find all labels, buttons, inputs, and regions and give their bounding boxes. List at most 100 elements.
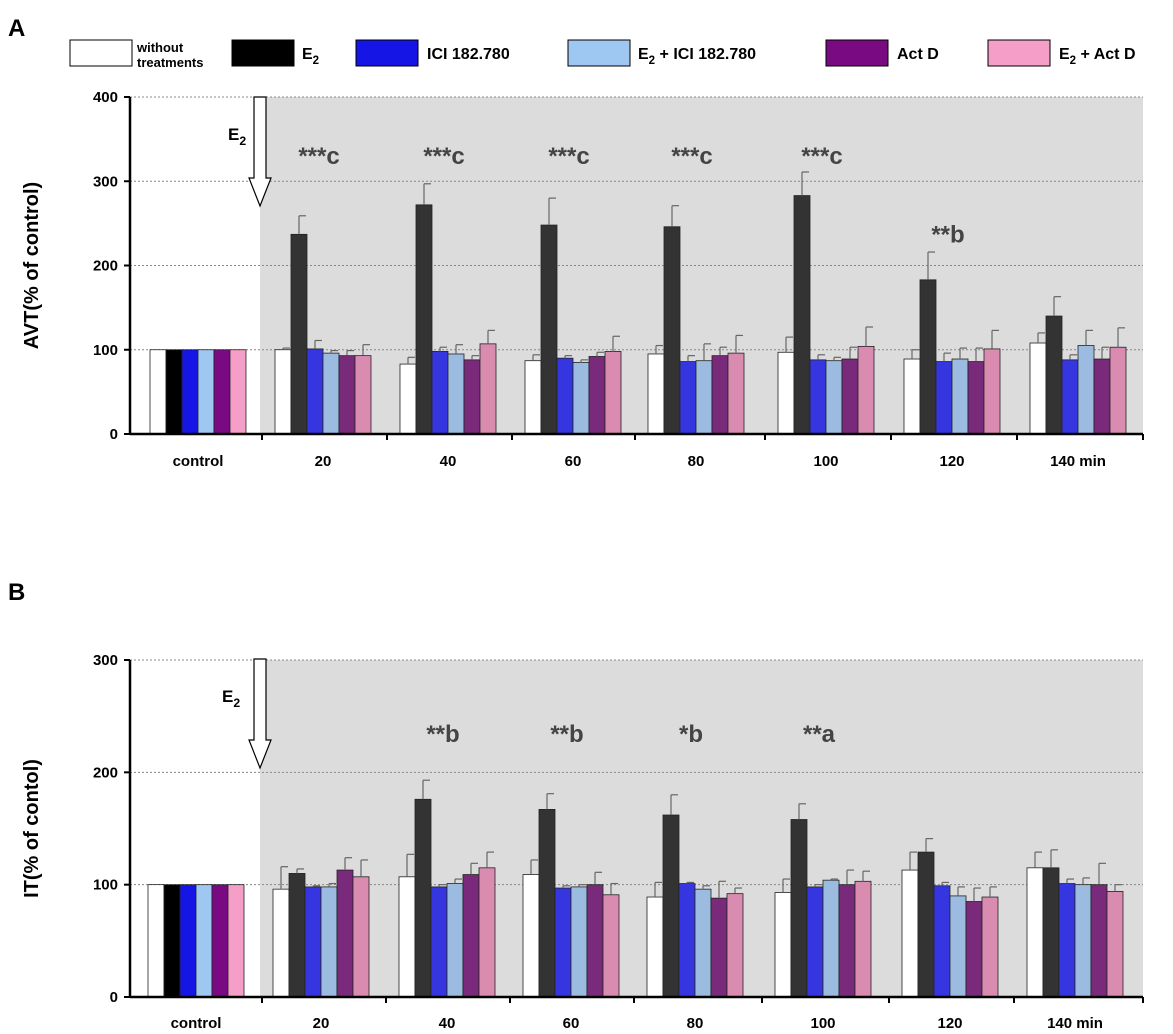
y-tick-label: 300 bbox=[93, 173, 118, 190]
x-tick-label: 140 min bbox=[1047, 1015, 1103, 1032]
bar bbox=[1074, 884, 1092, 998]
bar bbox=[711, 355, 729, 435]
bar bbox=[710, 897, 728, 998]
y-tick-label: 0 bbox=[110, 989, 118, 1006]
y-tick-label: 100 bbox=[93, 342, 118, 359]
bar bbox=[431, 351, 449, 435]
bar bbox=[586, 884, 604, 998]
bar bbox=[646, 896, 664, 998]
significance-annotation: **b bbox=[550, 721, 583, 748]
e2-arrow-label: E2 bbox=[222, 687, 240, 710]
panel-b-chart: B 0 100 200 300 IT(% of contol) control 20 40 60 8… bbox=[8, 579, 1144, 1032]
bar bbox=[857, 345, 875, 435]
bar bbox=[602, 894, 620, 998]
bar bbox=[901, 869, 919, 998]
bar bbox=[951, 358, 969, 435]
legend-label: E2 + Act D bbox=[1059, 46, 1136, 67]
legend-label: ICI 182.780 bbox=[427, 46, 510, 63]
bar bbox=[1109, 346, 1127, 435]
bar bbox=[322, 352, 340, 435]
bar bbox=[726, 893, 744, 998]
x-tick-label: 60 bbox=[563, 1015, 580, 1032]
legend-swatch bbox=[355, 39, 419, 67]
bar bbox=[917, 851, 935, 998]
bar bbox=[398, 876, 416, 998]
legend-label: Act D bbox=[897, 46, 939, 63]
bar bbox=[320, 886, 338, 998]
bar bbox=[825, 360, 843, 435]
bar bbox=[694, 888, 712, 998]
bar bbox=[556, 357, 574, 435]
bar bbox=[415, 204, 433, 435]
bar bbox=[197, 349, 215, 435]
bar bbox=[447, 353, 465, 435]
significance-annotation: ***c bbox=[671, 143, 712, 170]
e2-arrow-label: E2 bbox=[228, 125, 246, 148]
y-tick-label: 200 bbox=[93, 764, 118, 781]
e2-addition-arrow bbox=[248, 658, 272, 770]
y-tick-label: 300 bbox=[93, 652, 118, 669]
bar bbox=[304, 886, 322, 998]
x-tick-label: 80 bbox=[687, 1015, 704, 1032]
legend-swatch bbox=[825, 39, 889, 67]
legend-swatch bbox=[231, 39, 295, 67]
bar bbox=[678, 883, 696, 998]
bar bbox=[572, 361, 590, 435]
significance-annotation: **a bbox=[803, 721, 836, 748]
bar bbox=[604, 351, 622, 435]
significance-annotation: ***c bbox=[548, 143, 589, 170]
bar bbox=[903, 358, 921, 435]
bar bbox=[352, 876, 370, 998]
bar bbox=[806, 886, 824, 998]
bar bbox=[1061, 359, 1079, 435]
significance-annotation: ***c bbox=[298, 143, 339, 170]
bar bbox=[272, 888, 290, 998]
x-tick-label: 20 bbox=[315, 453, 332, 470]
x-tick-label: 40 bbox=[439, 1015, 456, 1032]
y-tick-label: 100 bbox=[93, 877, 118, 894]
bar bbox=[163, 884, 181, 998]
x-tick-label: 40 bbox=[440, 453, 457, 470]
x-tick-label: 60 bbox=[565, 453, 582, 470]
x-tick-label: 140 min bbox=[1050, 453, 1106, 470]
legend-label: without bbox=[136, 40, 184, 55]
bar bbox=[306, 348, 324, 435]
bar bbox=[774, 892, 792, 998]
bar bbox=[663, 226, 681, 435]
bar bbox=[1077, 345, 1095, 435]
bar bbox=[195, 884, 213, 998]
y-axis-label: AVT(% of control) bbox=[21, 182, 43, 349]
x-tick-label: 20 bbox=[313, 1015, 330, 1032]
bar bbox=[695, 360, 713, 435]
bar bbox=[1042, 867, 1060, 998]
y-axis-label: IT(% of contol) bbox=[21, 759, 43, 898]
bar bbox=[1106, 891, 1124, 998]
bar bbox=[588, 356, 606, 435]
significance-annotation: ***c bbox=[423, 143, 464, 170]
panel-letter: B bbox=[8, 579, 25, 606]
bar bbox=[983, 348, 1001, 435]
x-tick-label: 120 bbox=[939, 453, 964, 470]
bar bbox=[793, 195, 811, 435]
bar bbox=[679, 361, 697, 435]
bar bbox=[1029, 342, 1047, 435]
bar bbox=[336, 869, 354, 998]
bar bbox=[919, 279, 937, 435]
bar bbox=[430, 886, 448, 998]
bar bbox=[790, 819, 808, 998]
bar bbox=[841, 358, 859, 435]
x-tick-label: control bbox=[171, 1015, 222, 1032]
bar bbox=[1058, 883, 1076, 998]
legend-label: E2 bbox=[302, 46, 319, 67]
bar bbox=[274, 349, 292, 435]
bar bbox=[1045, 315, 1063, 435]
bar bbox=[354, 355, 372, 435]
e2-addition-arrow bbox=[248, 96, 272, 208]
bar bbox=[338, 355, 356, 435]
bar bbox=[165, 349, 183, 435]
bar bbox=[647, 353, 665, 435]
y-tick-label: 400 bbox=[93, 89, 118, 106]
bar bbox=[662, 814, 680, 998]
